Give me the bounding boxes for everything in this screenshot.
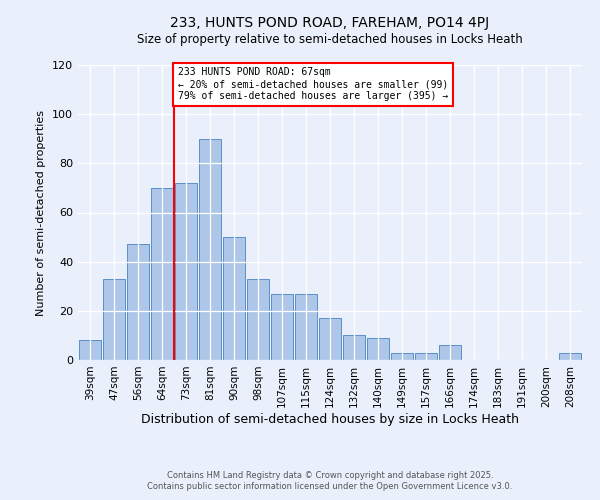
Bar (127, 244, 149, 360)
Bar (439, 345, 461, 360)
Bar (343, 336, 365, 360)
Text: Size of property relative to semi-detached houses in Locks Heath: Size of property relative to semi-detach… (137, 32, 523, 46)
Bar (223, 237, 245, 360)
Bar (175, 183, 197, 360)
X-axis label: Distribution of semi-detached houses by size in Locks Heath: Distribution of semi-detached houses by … (141, 412, 519, 426)
Bar (151, 188, 173, 360)
Text: 233, HUNTS POND ROAD, FAREHAM, PO14 4PJ: 233, HUNTS POND ROAD, FAREHAM, PO14 4PJ (170, 16, 490, 30)
Text: 233 HUNTS POND ROAD: 67sqm
← 20% of semi-detached houses are smaller (99)
79% of: 233 HUNTS POND ROAD: 67sqm ← 20% of semi… (178, 68, 448, 100)
Bar (295, 294, 317, 360)
Y-axis label: Number of semi-detached properties: Number of semi-detached properties (37, 110, 46, 316)
Text: Contains HM Land Registry data © Crown copyright and database right 2025.: Contains HM Land Registry data © Crown c… (167, 470, 493, 480)
Bar (247, 279, 269, 360)
Text: Contains public sector information licensed under the Open Government Licence v3: Contains public sector information licen… (148, 482, 512, 491)
Bar (79, 340, 101, 360)
Bar (199, 138, 221, 360)
Bar (319, 318, 341, 360)
Bar (391, 352, 413, 360)
Bar (559, 352, 581, 360)
Bar (271, 294, 293, 360)
Bar (367, 338, 389, 360)
Bar (415, 352, 437, 360)
Bar (103, 279, 125, 360)
